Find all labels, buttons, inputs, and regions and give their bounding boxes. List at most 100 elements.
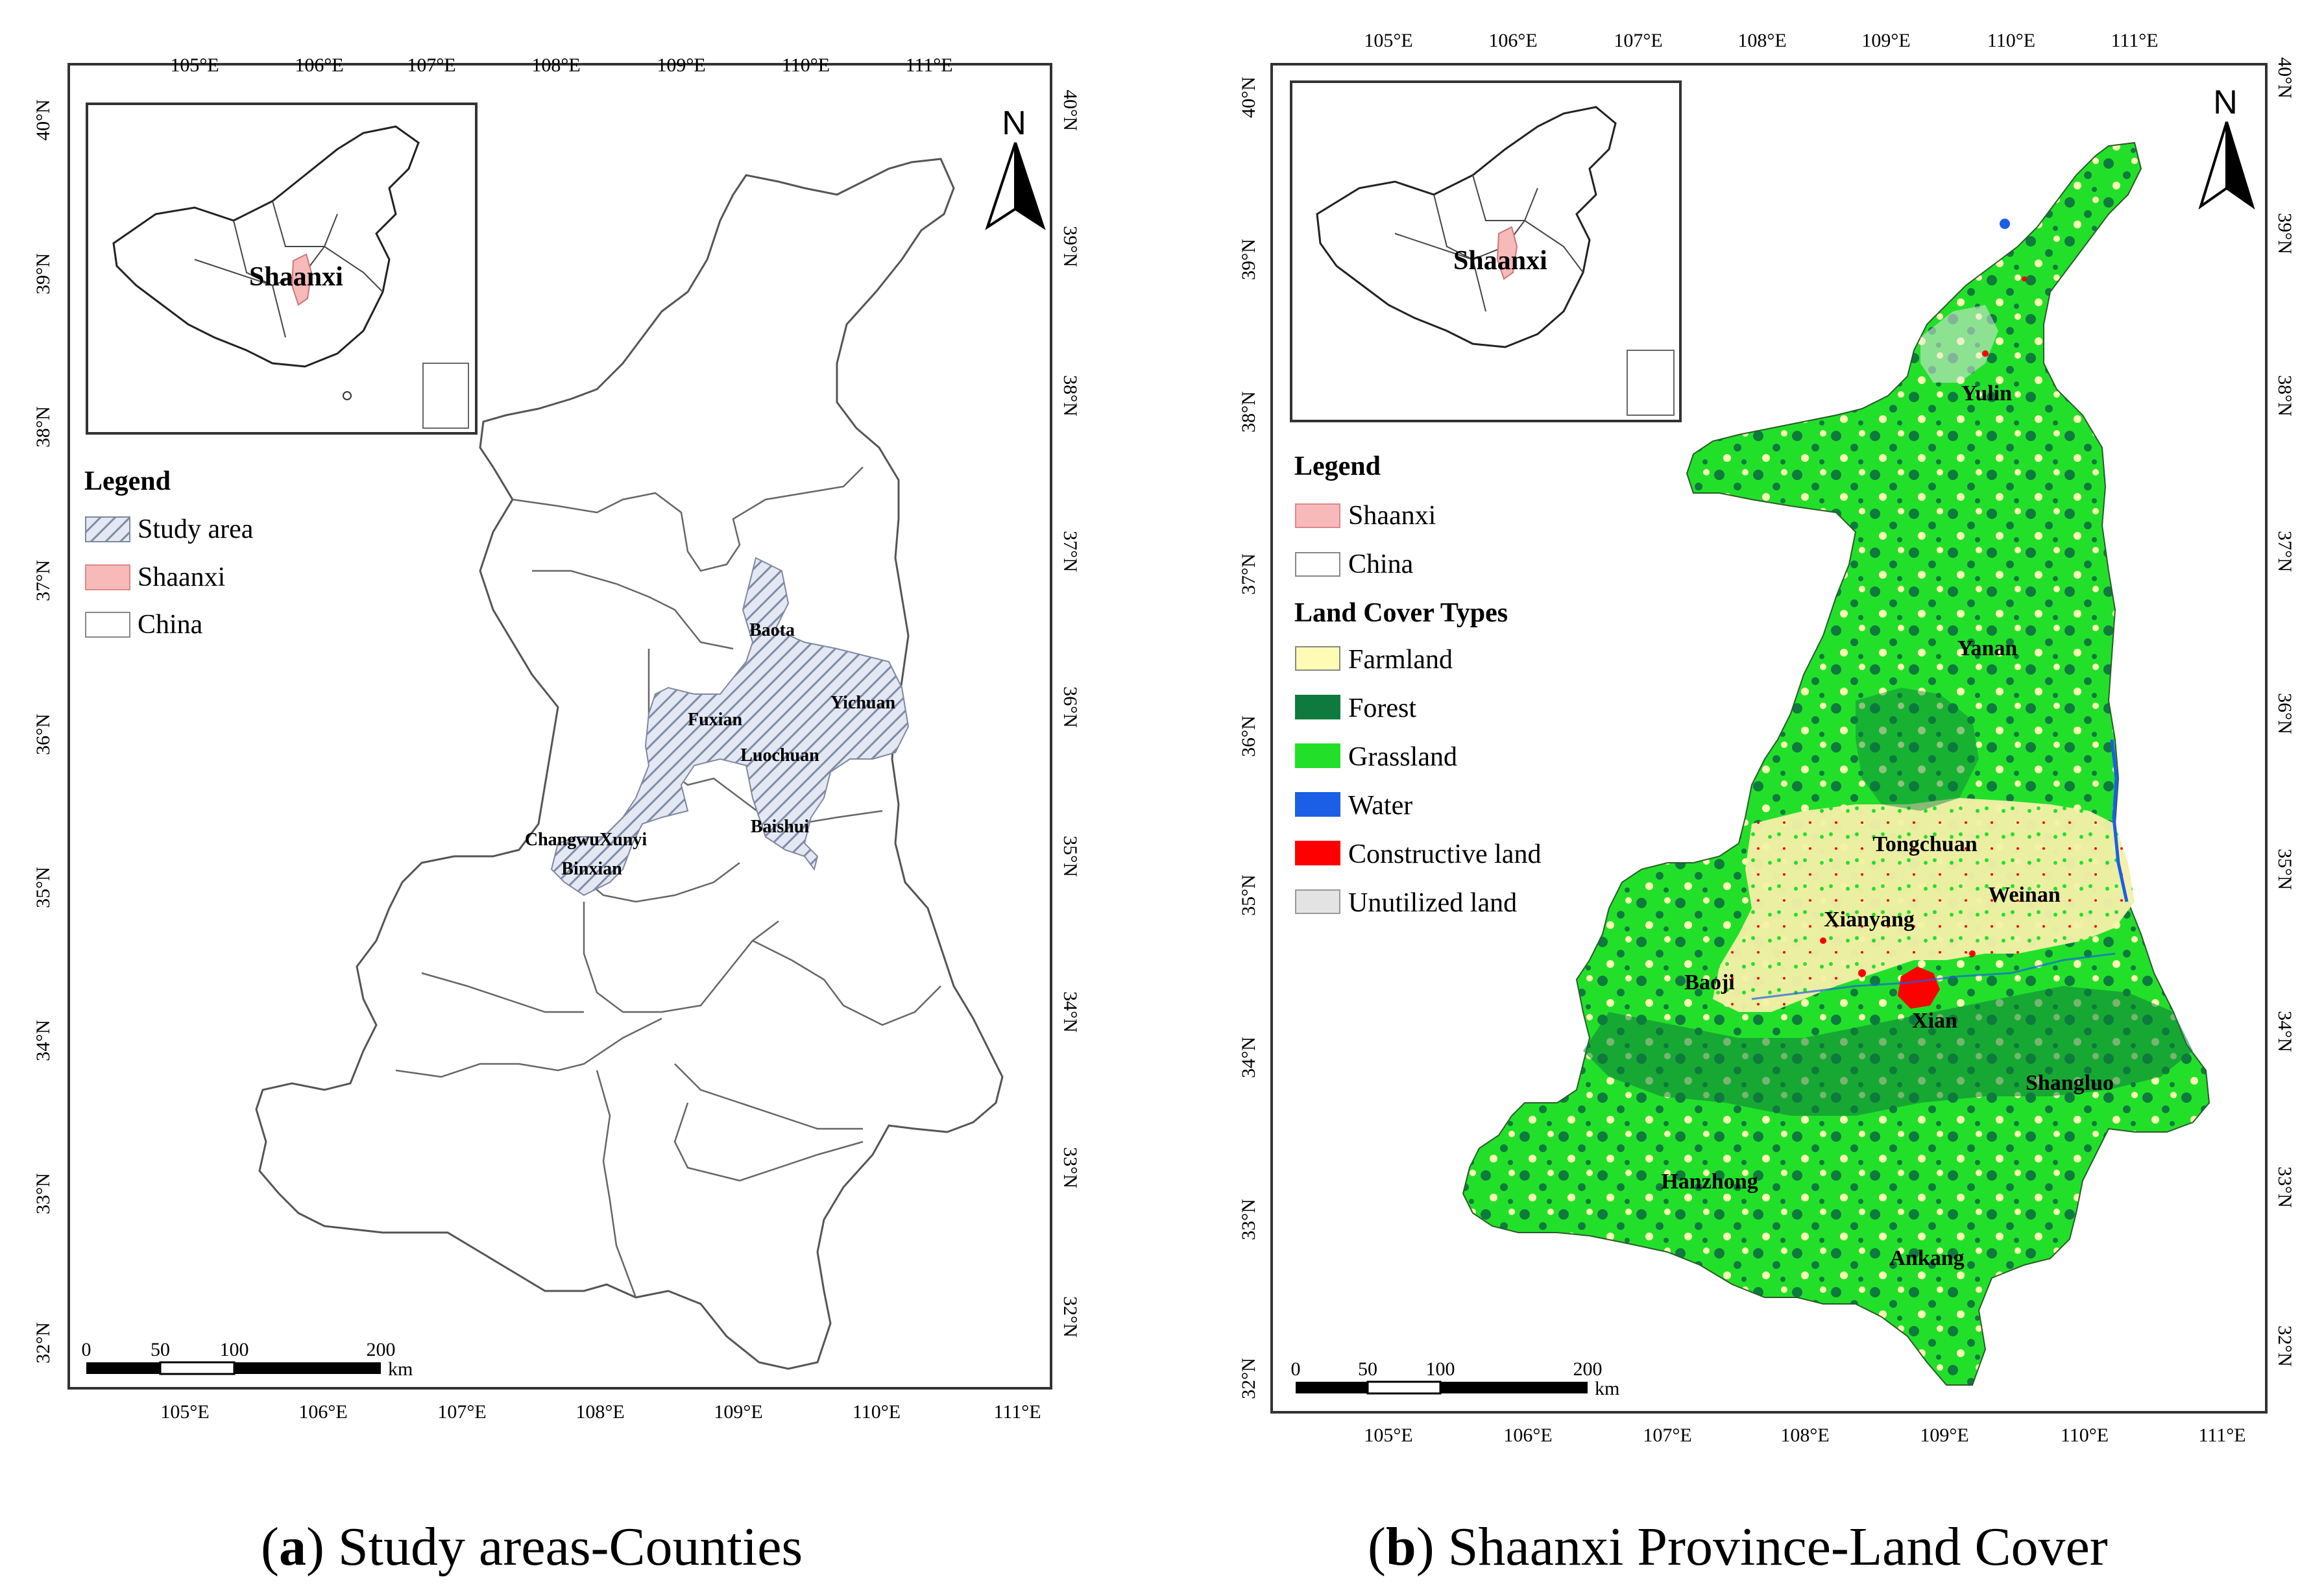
inset-china-map-a: Shaanxi [86, 102, 478, 435]
lat-label-left: 33°N [32, 1173, 54, 1214]
lon-label-bottom: 107°E [1643, 1425, 1691, 1446]
south-china-sea-inset [422, 363, 469, 429]
lat-label-right: 35°N [2274, 849, 2295, 890]
caption-b: (b) Shaanxi Province-Land Cover [1368, 1517, 2108, 1577]
south-china-sea-inset [1627, 350, 1675, 416]
caption-a: (a) Study areas-Counties [261, 1517, 803, 1577]
legend-swatch-constructive-land [1295, 841, 1340, 865]
lon-label-bottom: 110°E [853, 1401, 901, 1423]
landcover-legend-title: Land Cover Types [1294, 598, 1508, 628]
panel-b: 105°E 106°E 107°E 108°E 109°E 110°E 111°… [1238, 30, 2295, 1446]
lon-label-bottom: 107°E [437, 1401, 486, 1423]
lon-label-top: 108°E [531, 54, 580, 76]
svg-text:km: km [388, 1358, 413, 1380]
caption-text: Study areas-Counties [337, 1517, 803, 1577]
lon-label-bottom: 111°E [993, 1401, 1041, 1423]
lat-label-left: 38°N [32, 406, 54, 448]
scale-bar-a: 0 50 100 200 km [82, 1339, 413, 1380]
lat-label-right: 36°N [2274, 693, 2295, 734]
lon-label-top: 107°E [407, 54, 455, 76]
svg-text:100: 100 [220, 1339, 249, 1360]
lat-label-left: 40°N [32, 99, 54, 141]
lat-label-left: 37°N [1238, 553, 1259, 595]
legend-label: Shaanxi [138, 562, 225, 592]
county-boundaries-a [395, 466, 941, 1298]
city-label: Xian [1912, 1009, 1957, 1033]
landcover-constructive-xian [1898, 967, 1940, 1009]
legend-swatch-water [1295, 792, 1340, 817]
lon-label-bottom: 109°E [714, 1401, 762, 1423]
inset-shaanxi-label: Shaanxi [1453, 246, 1547, 276]
lat-label-left: 37°N [32, 560, 54, 601]
legend-swatch-grassland [1295, 743, 1340, 768]
shaanxi-highlight [1496, 226, 1518, 280]
svg-text:50: 50 [151, 1339, 170, 1360]
lon-label-bottom: 106°E [1503, 1425, 1552, 1446]
legend-swatch-shaanxi [1295, 503, 1340, 528]
svg-text:100: 100 [1426, 1358, 1455, 1380]
legend-swatch-forest [1295, 695, 1340, 719]
svg-text:200: 200 [1573, 1358, 1603, 1380]
county-label: Binxian [561, 859, 622, 879]
city-label: Baoji [1684, 970, 1734, 994]
lat-label-right: 36°N [1059, 686, 1081, 728]
county-label: Fuxian [688, 710, 742, 730]
lon-label-bottom: 106°E [298, 1401, 347, 1423]
svg-text:200: 200 [367, 1339, 396, 1360]
lat-label-right: 32°N [2274, 1325, 2295, 1367]
lon-label-top: 105°E [170, 54, 219, 76]
landcover-forest [1583, 986, 2193, 1116]
legend-swatch-china [85, 612, 130, 638]
county-label: Luochuan [740, 745, 819, 765]
lat-label-right: 32°N [1059, 1296, 1081, 1338]
lat-label-right: 33°N [2274, 1166, 2295, 1208]
lon-label-top: 108°E [1737, 30, 1786, 51]
lat-label-left: 32°N [1238, 1358, 1259, 1399]
lon-label-top: 106°E [1488, 30, 1537, 51]
county-label: Baota [749, 620, 795, 640]
lon-label-top: 107°E [1614, 30, 1662, 51]
lon-label-top: 111°E [2111, 30, 2158, 51]
lat-label-left: 38°N [1238, 391, 1259, 433]
lat-label-right: 38°N [1059, 375, 1081, 416]
city-label: Weinan [1988, 883, 2061, 907]
lat-label-right: 34°N [2274, 1011, 2295, 1052]
lat-label-right: 37°N [2274, 531, 2295, 572]
north-arrow-a: N [985, 104, 1046, 230]
lat-label-right: 39°N [1059, 226, 1081, 267]
caption-letter: a [278, 1517, 306, 1577]
city-label: Yulin [1961, 381, 2012, 405]
lat-label-right: 35°N [1059, 836, 1081, 877]
legend-label: Shaanxi [1348, 501, 1436, 531]
lon-label-top: 110°E [782, 54, 830, 76]
legend-swatch-china [1295, 552, 1340, 577]
legend-a: Legend Study area Shaanxi China [84, 466, 254, 640]
city-label: Yanan [1957, 636, 2018, 660]
lat-label-left: 40°N [1238, 77, 1259, 118]
landcover-unutilized [1920, 305, 1998, 383]
lon-label-top: 105°E [1364, 30, 1412, 51]
legend-swatch-shaanxi [85, 564, 130, 590]
lon-label-bottom: 108°E [1780, 1425, 1829, 1446]
lon-label-top: 109°E [1861, 30, 1910, 51]
legend-label: China [1348, 549, 1414, 579]
city-label: Shangluo [2026, 1071, 2114, 1095]
lat-label-left: 34°N [32, 1020, 54, 1061]
caption-text: Shaanxi Province-Land Cover [1447, 1517, 2108, 1577]
legend-label: Water [1348, 791, 1412, 821]
lat-label-left: 33°N [1238, 1199, 1259, 1240]
svg-text:50: 50 [1358, 1358, 1377, 1380]
county-label: ChangwuXunyi [525, 830, 648, 850]
lat-label-left: 35°N [32, 867, 54, 908]
lat-label-right: 37°N [1059, 531, 1081, 572]
county-label: Baishui [751, 817, 809, 837]
svg-text:km: km [1595, 1378, 1619, 1399]
legend-label: Study area [138, 514, 254, 544]
legend-label: Constructive land [1348, 839, 1541, 869]
lon-label-top: 109°E [657, 54, 705, 76]
lat-label-left: 34°N [1238, 1037, 1259, 1078]
inset-china-map-b: Shaanxi [1290, 80, 1682, 422]
landcover-farmland [1713, 798, 2135, 1012]
scale-bar-b: 0 50 100 200 km [1291, 1358, 1620, 1399]
